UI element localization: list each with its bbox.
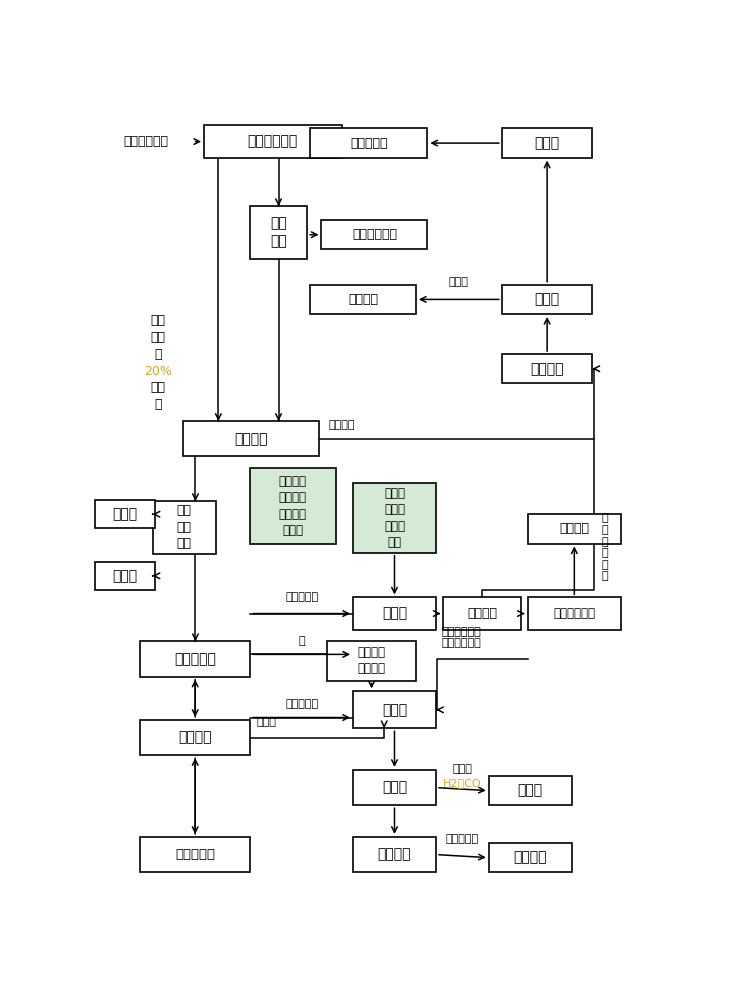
- FancyBboxPatch shape: [310, 128, 427, 158]
- FancyBboxPatch shape: [528, 514, 621, 544]
- Text: 破碎
分选: 破碎 分选: [270, 216, 287, 248]
- FancyBboxPatch shape: [502, 354, 593, 383]
- Text: 热交换器: 热交换器: [531, 362, 564, 376]
- Text: 建材原料: 建材原料: [514, 851, 547, 865]
- Text: 泥: 泥: [154, 398, 162, 411]
- FancyBboxPatch shape: [183, 421, 319, 456]
- Text: 含水: 含水: [151, 314, 166, 327]
- Text: 水淬箱: 水淬箱: [382, 781, 407, 795]
- FancyBboxPatch shape: [502, 128, 593, 158]
- FancyBboxPatch shape: [140, 641, 251, 677]
- FancyBboxPatch shape: [502, 285, 593, 314]
- Text: 富氧空气
或纯氧气: 富氧空气 或纯氧气: [358, 646, 386, 675]
- Text: 20%: 20%: [144, 365, 172, 378]
- FancyBboxPatch shape: [353, 837, 436, 872]
- Text: 烟气处理系统: 烟气处理系统: [554, 607, 596, 620]
- Text: 可燃性气体: 可燃性气体: [285, 592, 319, 602]
- Text: 二燃室: 二燃室: [517, 784, 542, 798]
- Text: 其它物料
在干化后
直接进入
气化炉: 其它物料 在干化后 直接进入 气化炉: [279, 475, 307, 537]
- Text: 热解气化炉: 热解气化炉: [174, 652, 216, 666]
- FancyBboxPatch shape: [152, 501, 216, 554]
- FancyBboxPatch shape: [353, 691, 436, 728]
- FancyBboxPatch shape: [140, 720, 251, 755]
- Text: 可回收利用物: 可回收利用物: [352, 228, 397, 241]
- FancyBboxPatch shape: [488, 776, 572, 805]
- Text: 可燃性气体: 可燃性气体: [285, 699, 319, 709]
- Text: 不凝气: 不凝气: [452, 764, 472, 774]
- Text: 达标排放: 达标排放: [559, 522, 589, 535]
- Text: 的污: 的污: [151, 381, 166, 394]
- Text: 固体物: 固体物: [256, 717, 276, 727]
- FancyBboxPatch shape: [488, 843, 572, 872]
- Text: 水蒸汽等: 水蒸汽等: [329, 420, 355, 430]
- FancyBboxPatch shape: [443, 597, 521, 630]
- FancyBboxPatch shape: [353, 597, 436, 630]
- Text: H2、CO: H2、CO: [443, 778, 482, 788]
- FancyBboxPatch shape: [95, 500, 155, 528]
- FancyBboxPatch shape: [140, 837, 251, 872]
- Text: 导
热
油
或
蒸
汽: 导 热 油 或 蒸 汽: [601, 513, 607, 581]
- Text: 内燃机发电: 内燃机发电: [175, 848, 215, 861]
- Text: 储存干
化成型
产生的
臭气: 储存干 化成型 产生的 臭气: [384, 487, 405, 549]
- FancyBboxPatch shape: [327, 641, 416, 681]
- Text: 冷凝器: 冷凝器: [534, 292, 559, 306]
- FancyBboxPatch shape: [310, 285, 416, 314]
- FancyBboxPatch shape: [95, 562, 155, 590]
- FancyBboxPatch shape: [250, 468, 336, 544]
- Text: 生石灰: 生石灰: [113, 569, 138, 583]
- Text: 燃气净化: 燃气净化: [178, 731, 212, 745]
- FancyBboxPatch shape: [353, 483, 436, 553]
- FancyBboxPatch shape: [353, 770, 436, 805]
- FancyBboxPatch shape: [321, 220, 427, 249]
- Text: 自用或外运: 自用或外运: [446, 834, 479, 844]
- Text: 于: 于: [154, 348, 162, 361]
- Text: 冷凝水: 冷凝水: [534, 136, 559, 150]
- Text: 率大: 率大: [151, 331, 166, 344]
- FancyBboxPatch shape: [204, 125, 341, 158]
- Text: 生物质: 生物质: [113, 507, 138, 521]
- Text: 玻璃渣体: 玻璃渣体: [378, 848, 411, 862]
- Text: 烟气处理系统
中排放的灰尘: 烟气处理系统 中排放的灰尘: [442, 627, 482, 648]
- Text: 污泥
造粒
成型: 污泥 造粒 成型: [177, 504, 191, 550]
- Text: 熔融炉: 熔融炉: [382, 703, 407, 717]
- FancyBboxPatch shape: [528, 597, 621, 630]
- Text: 碳: 碳: [299, 636, 305, 646]
- Text: 回用或排放: 回用或排放: [350, 137, 387, 150]
- Text: 废弃物储料仓: 废弃物储料仓: [248, 135, 298, 149]
- Text: 干化设备: 干化设备: [234, 432, 268, 446]
- Text: 废弃物运输车: 废弃物运输车: [124, 135, 169, 148]
- Text: 不凝气: 不凝气: [449, 277, 469, 287]
- Text: 余热锅炉: 余热锅炉: [467, 607, 497, 620]
- Text: 二燃室: 二燃室: [382, 607, 407, 621]
- Text: 干化设备: 干化设备: [348, 293, 378, 306]
- FancyBboxPatch shape: [250, 206, 307, 259]
